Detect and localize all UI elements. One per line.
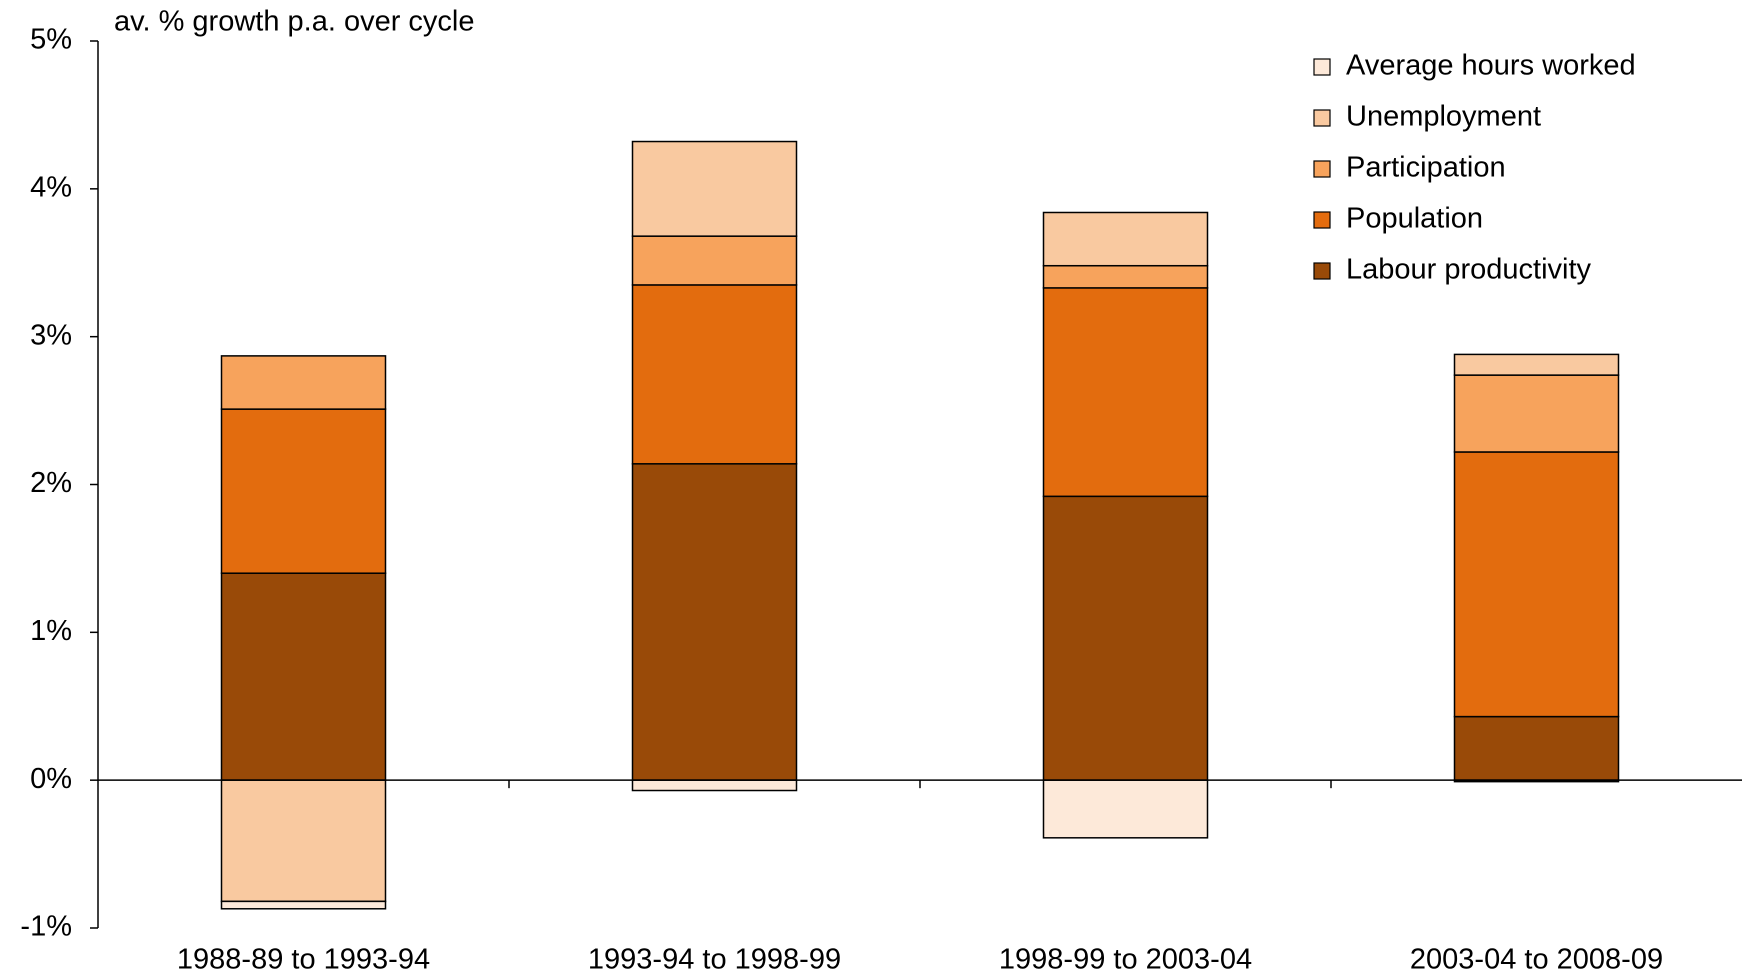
bar-segment — [631, 463, 798, 781]
bar-segment — [1042, 287, 1209, 498]
axis-label: av. % growth p.a. over cycle — [114, 6, 475, 38]
bar-segment — [1042, 779, 1209, 839]
bar-segment — [1042, 211, 1209, 267]
x-tick-label: 1998-99 to 2003-04 — [999, 944, 1252, 976]
legend-label: Unemployment — [1346, 101, 1541, 133]
y-tick-label: 0% — [30, 763, 72, 795]
bar-segment — [220, 900, 387, 910]
legend-swatch — [1313, 160, 1331, 178]
bar-segment — [220, 408, 387, 574]
bar-segment — [631, 779, 798, 792]
legend-label: Population — [1346, 203, 1483, 235]
bar-segment — [631, 284, 798, 465]
y-tick-label: 1% — [30, 615, 72, 647]
bar-segment — [1453, 715, 1620, 781]
y-tick-label: 4% — [30, 171, 72, 203]
legend-label: Participation — [1346, 152, 1506, 184]
legend-swatch — [1313, 109, 1331, 127]
legend-swatch — [1313, 211, 1331, 229]
bar-segment — [220, 572, 387, 781]
bar-segment — [1042, 495, 1209, 781]
y-tick-label: 5% — [30, 24, 72, 56]
legend-swatch — [1313, 58, 1331, 76]
legend-label: Labour productivity — [1346, 254, 1592, 286]
x-tick-label: 1988-89 to 1993-94 — [177, 944, 430, 976]
bar-segment — [220, 355, 387, 410]
y-tick-label: 2% — [30, 467, 72, 499]
y-tick-label: 3% — [30, 319, 72, 351]
bar-segment — [631, 140, 798, 237]
x-tick-label: 2003-04 to 2008-09 — [1410, 944, 1663, 976]
bar-segment — [1042, 264, 1209, 289]
bar-segment — [1453, 374, 1620, 453]
bar-segment — [631, 235, 798, 286]
bar-segment — [1453, 451, 1620, 718]
x-tick-label: 1993-94 to 1998-99 — [588, 944, 841, 976]
bar-segment — [1453, 353, 1620, 376]
legend-swatch — [1313, 262, 1331, 280]
y-tick-label: -1% — [20, 911, 72, 943]
bar-segment — [220, 779, 387, 903]
legend-label: Average hours worked — [1346, 50, 1636, 82]
